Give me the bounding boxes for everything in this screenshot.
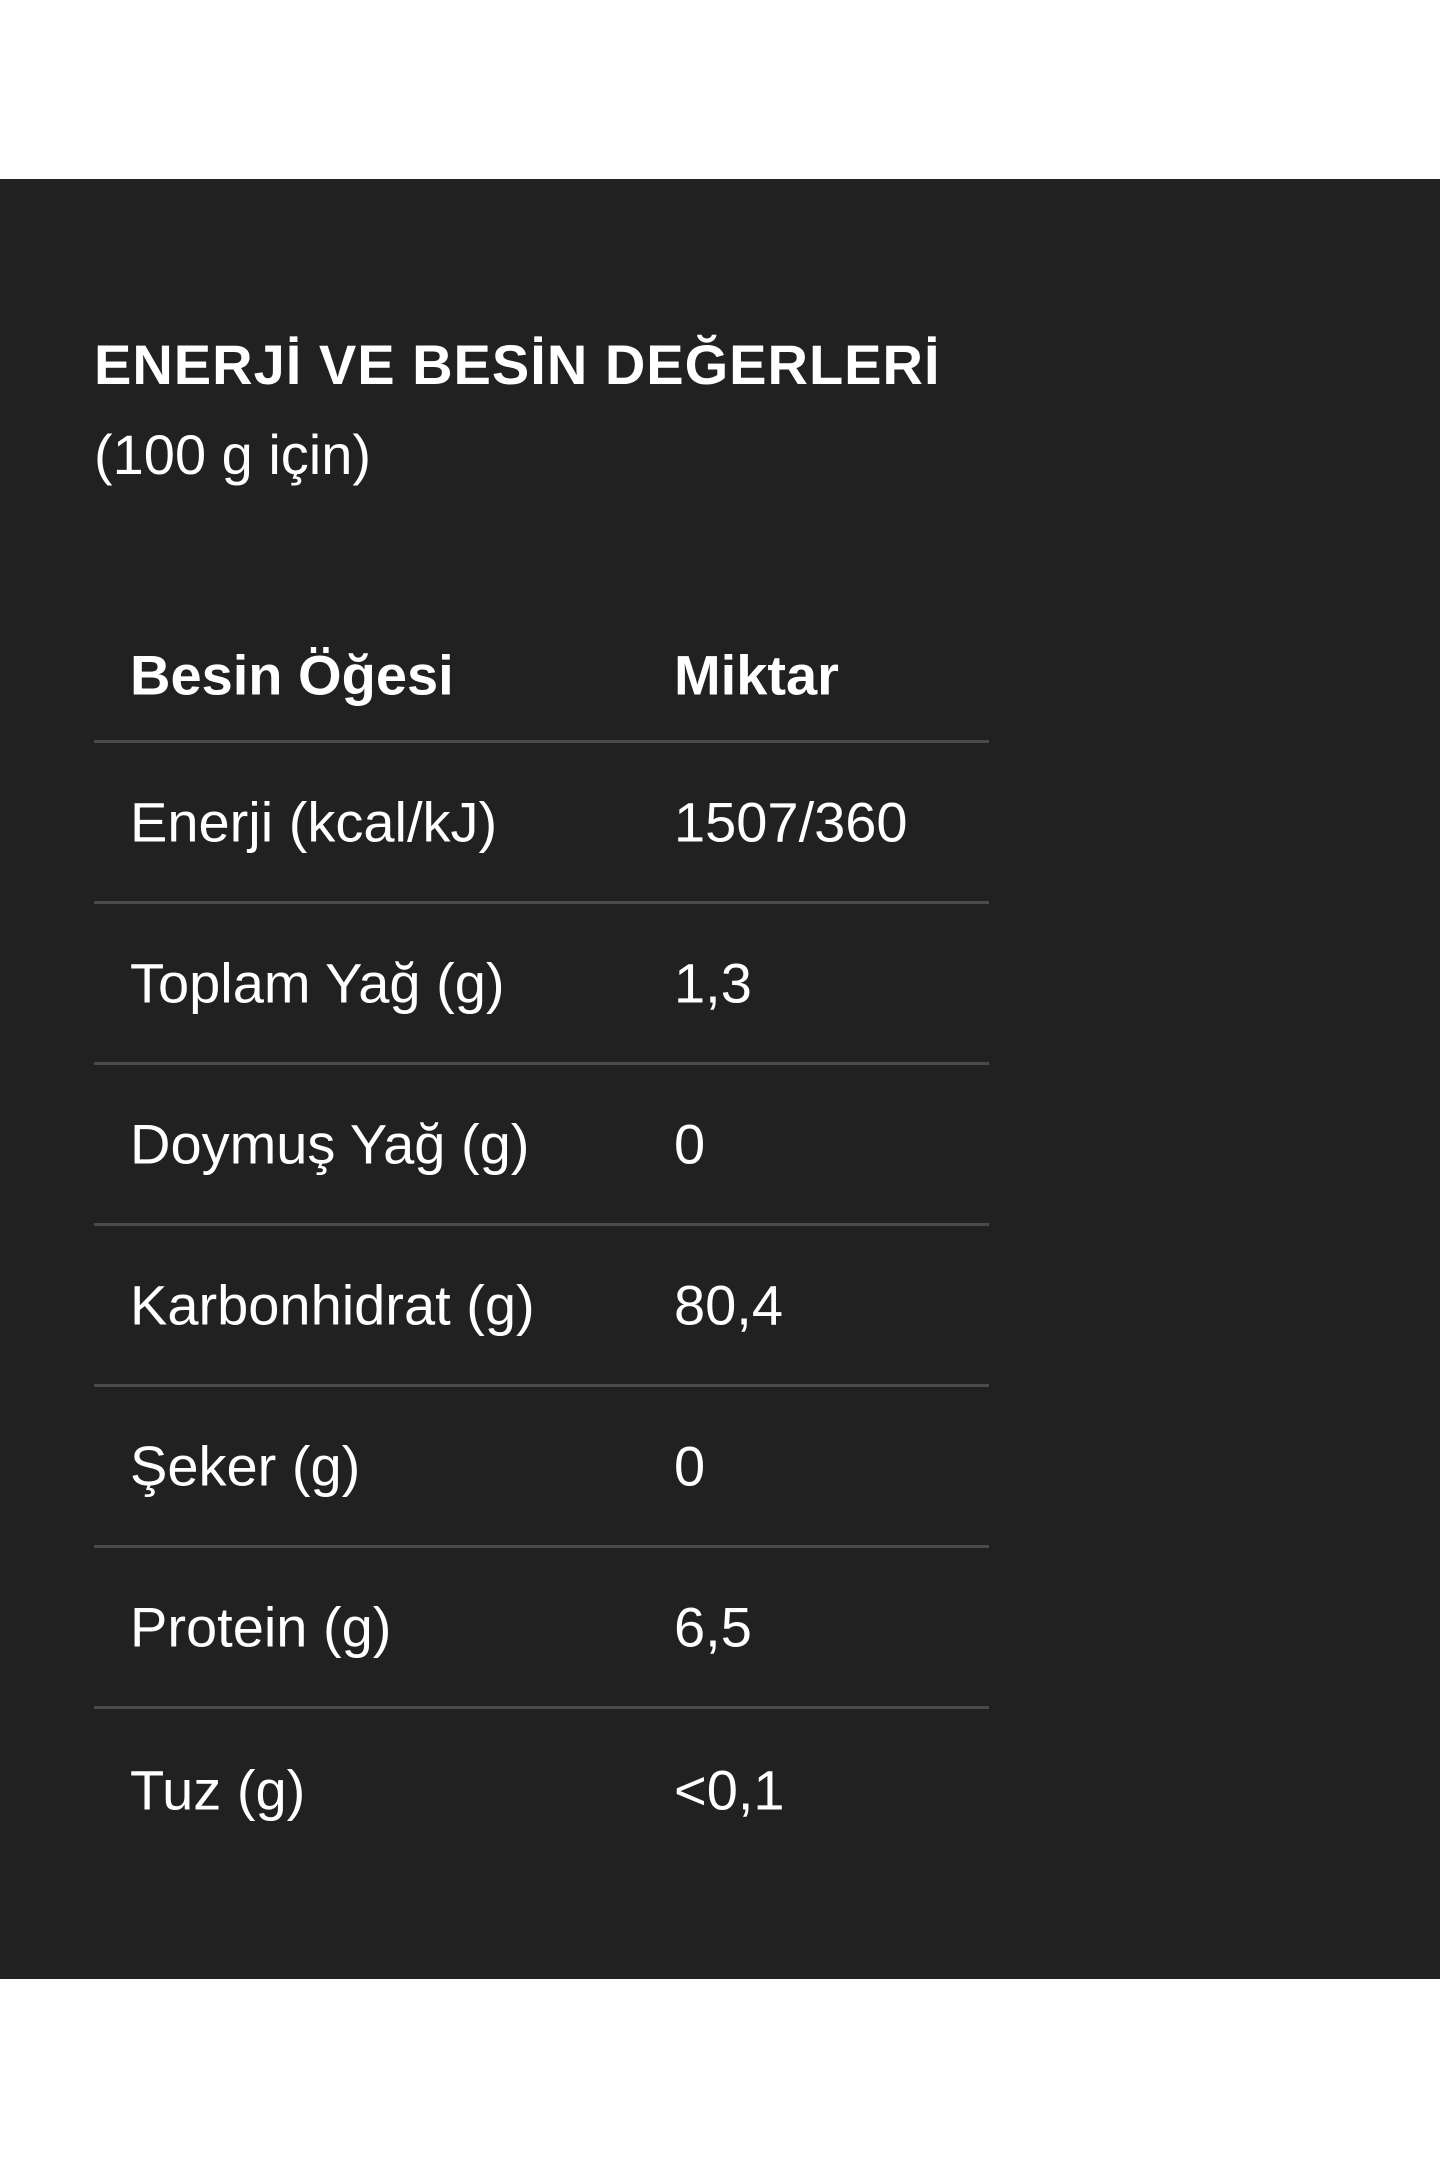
nutrient-name: Karbonhidrat (g) <box>130 1273 535 1337</box>
table-row: Tuz (g) <0,1 <box>94 1709 989 1870</box>
nutrient-amount: 0 <box>674 1112 706 1176</box>
section-subtitle: (100 g için) <box>94 423 372 486</box>
table-row: Karbonhidrat (g) 80,4 <box>94 1226 989 1387</box>
nutrient-amount: 6,5 <box>674 1595 752 1659</box>
header-nutrient: Besin Öğesi <box>130 643 454 707</box>
nutrient-name: Protein (g) <box>130 1595 392 1659</box>
nutrient-amount: 80,4 <box>674 1273 783 1337</box>
nutrition-panel: ENERJİ VE BESİN DEĞERLERİ (100 g için) B… <box>0 179 1440 1979</box>
nutrient-amount: 1507/360 <box>674 790 908 854</box>
header-amount: Miktar <box>674 643 839 707</box>
table-row: Enerji (kcal/kJ) 1507/360 <box>94 743 989 904</box>
nutrition-table: Besin Öğesi Miktar Enerji (kcal/kJ) 1507… <box>94 619 989 1870</box>
table-header-row: Besin Öğesi Miktar <box>94 619 989 743</box>
nutrient-amount: <0,1 <box>674 1758 785 1821</box>
nutrient-name: Enerji (kcal/kJ) <box>130 790 498 854</box>
table-row: Doymuş Yağ (g) 0 <box>94 1065 989 1226</box>
table-row: Şeker (g) 0 <box>94 1387 989 1548</box>
nutrient-name: Tuz (g) <box>130 1758 306 1821</box>
nutrient-name: Şeker (g) <box>130 1434 361 1498</box>
nutrient-amount: 0 <box>674 1434 706 1498</box>
section-title: ENERJİ VE BESİN DEĞERLERİ <box>94 333 941 396</box>
table-row: Toplam Yağ (g) 1,3 <box>94 904 989 1065</box>
table-row: Protein (g) 6,5 <box>94 1548 989 1709</box>
nutrient-name: Doymuş Yağ (g) <box>130 1112 530 1176</box>
nutrient-name: Toplam Yağ (g) <box>130 951 505 1015</box>
nutrient-amount: 1,3 <box>674 951 752 1015</box>
